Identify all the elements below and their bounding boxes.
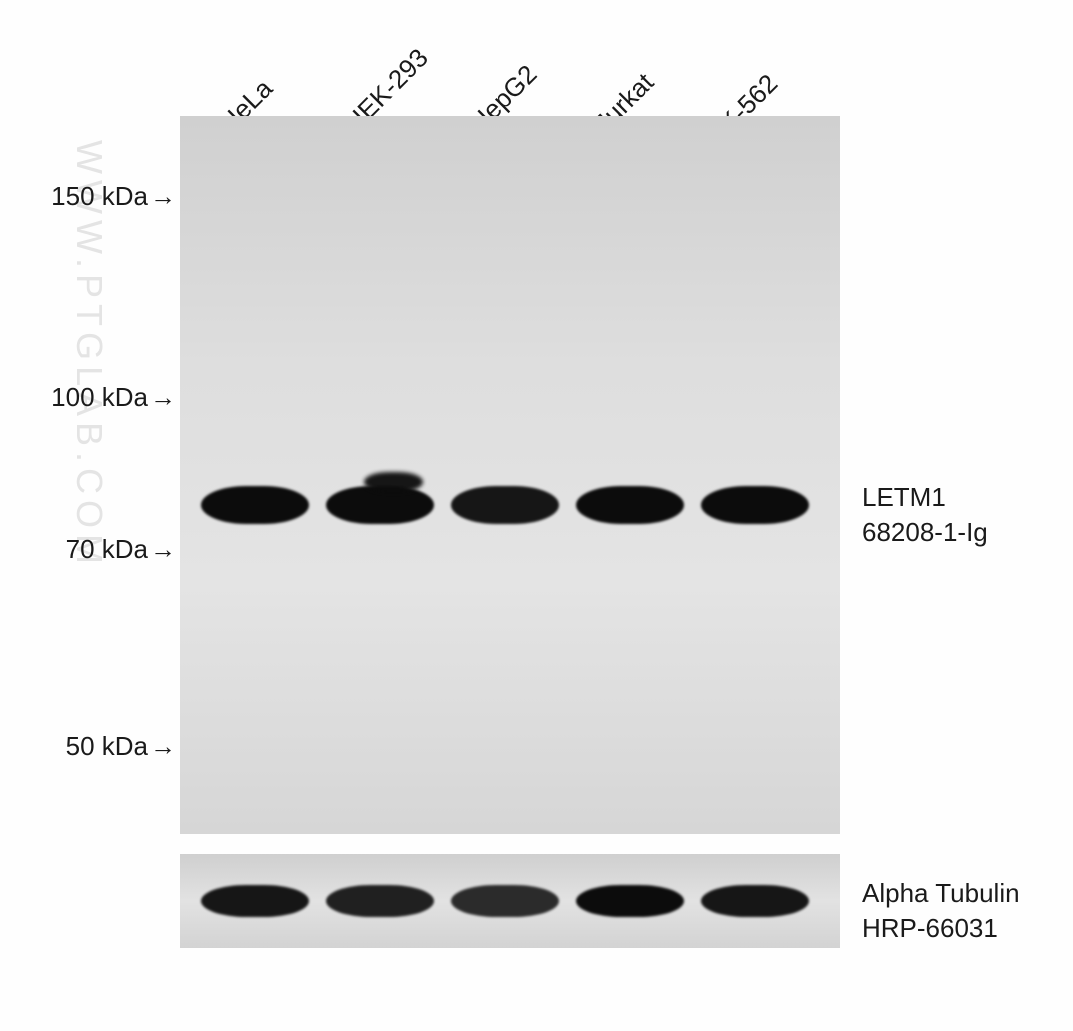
band xyxy=(326,486,434,524)
mw-marker: 100 kDa→ xyxy=(51,382,176,413)
band xyxy=(576,885,684,917)
main-blot-bg xyxy=(180,116,840,834)
band xyxy=(326,885,434,917)
band xyxy=(201,885,309,917)
target-name: LETM1 xyxy=(862,482,946,512)
loading-catalog: HRP-66031 xyxy=(862,913,998,943)
band xyxy=(451,486,559,524)
band xyxy=(701,486,809,524)
target-catalog: 68208-1-Ig xyxy=(862,517,988,547)
band xyxy=(576,486,684,524)
western-blot-figure: WWW.PTGLAB.COM HeLa HEK-293 HepG2 Jurkat… xyxy=(0,0,1073,1031)
mw-marker: 150 kDa→ xyxy=(51,181,176,212)
mw-marker: 70 kDa→ xyxy=(66,534,176,565)
mw-marker-text: 150 kDa xyxy=(51,181,148,211)
mw-marker: 50 kDa→ xyxy=(66,731,176,762)
band-smear xyxy=(364,472,423,492)
band xyxy=(201,486,309,524)
band xyxy=(701,885,809,917)
band xyxy=(451,885,559,917)
loading-blot xyxy=(180,854,840,948)
mw-marker-text: 70 kDa xyxy=(66,534,148,564)
arrow-icon: → xyxy=(150,382,176,413)
arrow-icon: → xyxy=(150,181,176,212)
main-blot xyxy=(180,116,840,834)
loading-name: Alpha Tubulin xyxy=(862,878,1020,908)
mw-marker-text: 100 kDa xyxy=(51,382,148,412)
mw-marker-text: 50 kDa xyxy=(66,731,148,761)
loading-label: Alpha Tubulin HRP-66031 xyxy=(862,876,1020,946)
arrow-icon: → xyxy=(150,731,176,762)
arrow-icon: → xyxy=(150,534,176,565)
target-label: LETM1 68208-1-Ig xyxy=(862,480,988,550)
